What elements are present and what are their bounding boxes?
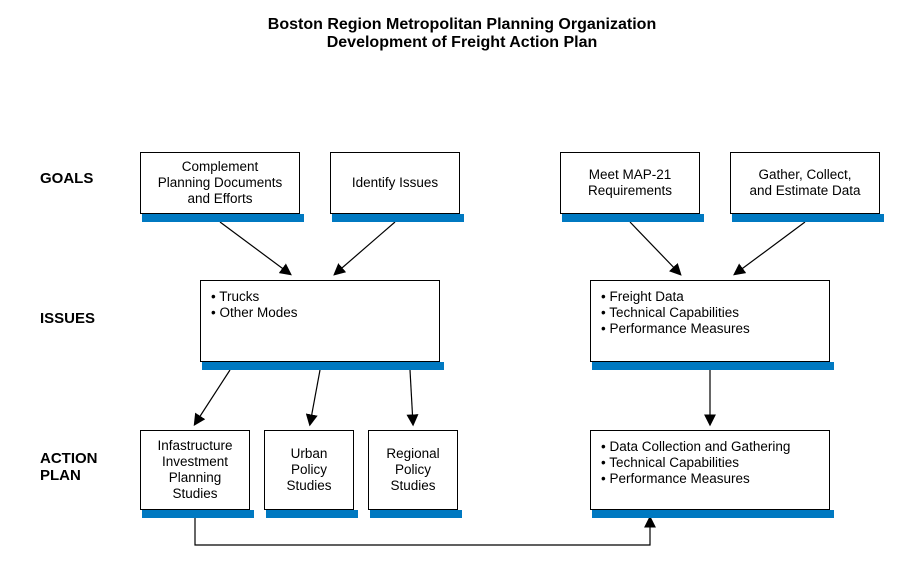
box-underline xyxy=(266,510,358,518)
box-underline xyxy=(732,214,884,222)
box-goal-map21: Meet MAP-21 Requirements xyxy=(560,152,700,214)
box-goal-complement-text: Complement Planning Documents and Effort… xyxy=(158,159,283,208)
row-label-action: ACTION PLAN xyxy=(40,450,98,484)
box-issue-freight-list: Freight DataTechnical CapabilitiesPerfor… xyxy=(601,289,750,338)
list-item: Data Collection and Gathering xyxy=(601,439,790,455)
list-item: Performance Measures xyxy=(601,471,790,487)
list-item: Performance Measures xyxy=(601,321,750,337)
box-underline xyxy=(562,214,704,222)
box-issue-trucks-list: TrucksOther Modes xyxy=(211,289,298,321)
box-underline xyxy=(370,510,462,518)
box-action-regional: Regional Policy Studies xyxy=(368,430,458,510)
list-item: Technical Capabilities xyxy=(601,455,790,471)
box-action-regional-text: Regional Policy Studies xyxy=(386,446,439,495)
box-goal-gather-text: Gather, Collect, and Estimate Data xyxy=(749,167,860,199)
box-action-infra: Infastructure Investment Planning Studie… xyxy=(140,430,250,510)
box-goal-map21-text: Meet MAP-21 Requirements xyxy=(588,167,672,199)
list-item: Other Modes xyxy=(211,305,298,321)
box-action-urban: Urban Policy Studies xyxy=(264,430,354,510)
box-goal-identify: Identify Issues xyxy=(330,152,460,214)
box-action-data-list: Data Collection and GatheringTechnical C… xyxy=(601,439,790,488)
row-label-issues: ISSUES xyxy=(40,310,95,327)
box-underline xyxy=(592,362,834,370)
list-item: Technical Capabilities xyxy=(601,305,750,321)
box-issue-freight: Freight DataTechnical CapabilitiesPerfor… xyxy=(590,280,830,362)
box-action-urban-text: Urban Policy Studies xyxy=(286,446,331,495)
box-underline xyxy=(142,214,304,222)
title-line1: Boston Region Metropolitan Planning Orga… xyxy=(0,16,924,34)
box-underline xyxy=(592,510,834,518)
title-line2: Development of Freight Action Plan xyxy=(0,34,924,52)
list-item: Freight Data xyxy=(601,289,750,305)
page-title: Boston Region Metropolitan Planning Orga… xyxy=(0,16,924,52)
box-goal-gather: Gather, Collect, and Estimate Data xyxy=(730,152,880,214)
list-item: Trucks xyxy=(211,289,298,305)
box-goal-identify-text: Identify Issues xyxy=(352,175,438,191)
box-underline xyxy=(142,510,254,518)
box-action-infra-text: Infastructure Investment Planning Studie… xyxy=(157,438,232,503)
box-goal-complement: Complement Planning Documents and Effort… xyxy=(140,152,300,214)
box-underline xyxy=(202,362,444,370)
box-issue-trucks: TrucksOther Modes xyxy=(200,280,440,362)
box-underline xyxy=(332,214,464,222)
row-label-goals: GOALS xyxy=(40,170,93,187)
box-action-data: Data Collection and GatheringTechnical C… xyxy=(590,430,830,510)
